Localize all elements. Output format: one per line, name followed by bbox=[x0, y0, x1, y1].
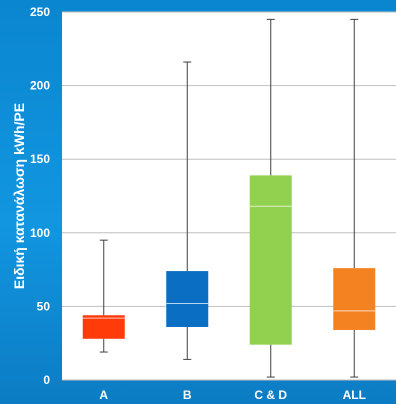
box-body bbox=[82, 315, 125, 339]
x-tick-label: ALL bbox=[343, 388, 366, 402]
box-body bbox=[333, 268, 376, 330]
x-tick-label: B bbox=[183, 388, 192, 402]
y-tick-label: 250 bbox=[30, 5, 50, 19]
x-tick-label: C & D bbox=[254, 388, 287, 402]
box-2 bbox=[166, 61, 209, 360]
y-tick-label: 100 bbox=[30, 226, 50, 240]
y-tick-label: 50 bbox=[37, 299, 51, 313]
y-tick-label: 200 bbox=[30, 79, 50, 93]
box-body bbox=[249, 175, 292, 345]
y-tick-label: 150 bbox=[30, 152, 50, 166]
y-axis-tick-labels: 0 50 100 150 200 250 bbox=[30, 5, 50, 387]
box-body bbox=[166, 271, 209, 328]
x-tick-label: A bbox=[99, 388, 108, 402]
x-axis-tick-labels: A B C & D ALL bbox=[99, 388, 366, 402]
box-1 bbox=[82, 239, 125, 353]
box-series bbox=[82, 18, 376, 378]
y-axis-label: Ειδική κατανάλωση kWh/PE bbox=[11, 103, 27, 289]
box-4 bbox=[333, 18, 376, 378]
gridlines bbox=[62, 11, 396, 381]
y-tick-label: 0 bbox=[43, 373, 50, 387]
box-3 bbox=[249, 18, 292, 378]
